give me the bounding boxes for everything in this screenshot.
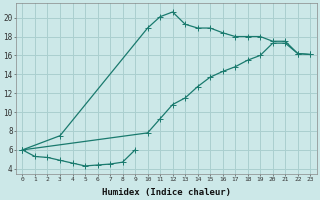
X-axis label: Humidex (Indice chaleur): Humidex (Indice chaleur): [102, 188, 231, 197]
